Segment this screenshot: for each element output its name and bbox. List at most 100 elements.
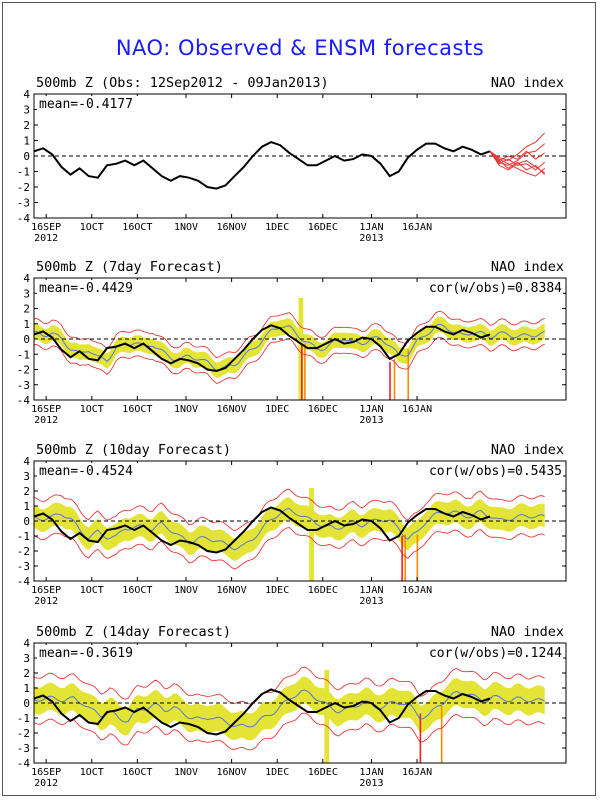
x-tick-label: 1OCT — [80, 404, 104, 415]
x-tick-label: 1JAN — [359, 585, 383, 596]
x-tick-label: 1JAN — [359, 404, 383, 415]
x-tick-label: 16JAN — [402, 767, 432, 778]
y-tick-label: -1 — [17, 166, 30, 179]
spike-bar — [309, 488, 314, 581]
x-tick-label: 1JAN — [359, 222, 383, 233]
x-tick-label: 16NOV — [217, 222, 247, 233]
x-tick-label: 1NOV — [174, 767, 198, 778]
correlation-label: cor(w/obs)=0.1244 — [429, 646, 562, 661]
x-tick-label: 16SEP — [31, 767, 61, 778]
y-tick-label: -2 — [17, 364, 30, 377]
panel-header-left: 500mb Z (14day Forecast) — [36, 624, 231, 640]
spike-bar — [324, 670, 330, 763]
y-tick-label: 2 — [23, 119, 30, 132]
y-tick-label: 2 — [23, 667, 30, 680]
x-tick-label: 16OCT — [122, 767, 152, 778]
x-tick-year-label: 2012 — [34, 596, 58, 607]
x-tick-label: 16SEP — [31, 404, 61, 415]
member-min-line — [33, 527, 545, 570]
forecast-member-line — [489, 132, 546, 162]
observed-nao-line — [33, 506, 491, 554]
spike-bar — [393, 358, 396, 400]
observed-nao-line — [33, 688, 491, 736]
mean-label-bg — [37, 645, 143, 660]
x-tick-year-label: 2013 — [359, 596, 383, 607]
forecast-member-line — [489, 150, 546, 177]
spike-bar — [419, 713, 422, 763]
y-tick-label: 4 — [23, 88, 30, 101]
forecast-member-line — [489, 150, 545, 162]
x-tick-label: 1NOV — [174, 404, 198, 415]
spread-band — [34, 676, 545, 741]
y-tick-label: -4 — [17, 394, 31, 407]
forecast-member-line — [489, 151, 545, 174]
y-tick-label: 0 — [23, 515, 30, 528]
x-tick-label: 16NOV — [217, 404, 247, 415]
y-tick-label: 3 — [23, 470, 30, 483]
mean-label: mean=-0.3619 — [39, 646, 133, 661]
y-tick-label: 1 — [23, 500, 30, 513]
panel-header-left: 500mb Z (10day Forecast) — [36, 442, 231, 458]
y-tick-label: 4 — [23, 637, 30, 650]
y-tick-label: 1 — [23, 318, 30, 331]
spike-bar — [298, 297, 304, 400]
x-tick-label: 1DEC — [265, 404, 289, 415]
y-tick-label: 1 — [23, 135, 30, 148]
y-tick-label: -2 — [17, 545, 30, 558]
mean-label-bg — [37, 280, 143, 295]
x-tick-label: 1OCT — [80, 767, 104, 778]
cor-label-bg — [418, 463, 563, 478]
spike-bar — [304, 343, 306, 400]
x-tick-label: 1DEC — [265, 767, 289, 778]
x-tick-label: 1OCT — [80, 222, 104, 233]
spike-bar — [404, 534, 406, 581]
x-tick-label: 16SEP — [31, 222, 61, 233]
mean-label: mean=-0.4177 — [39, 97, 133, 112]
observed-nao-line — [33, 141, 491, 190]
spike-bar — [440, 706, 443, 763]
panel-header-right: NAO index — [491, 75, 564, 91]
cor-label-bg — [418, 280, 563, 295]
mean-label-bg — [37, 463, 143, 478]
x-tick-year-label: 2012 — [34, 415, 58, 426]
mean-label: mean=-0.4429 — [39, 281, 133, 296]
y-tick-label: 0 — [23, 150, 30, 163]
y-tick-label: 1 — [23, 682, 30, 695]
cor-label-bg — [418, 645, 563, 660]
x-tick-year-label: 2013 — [359, 778, 383, 789]
y-tick-label: -4 — [17, 575, 31, 588]
y-tick-label: -1 — [17, 712, 30, 725]
x-tick-label: 16DEC — [308, 767, 338, 778]
y-tick-label: -2 — [17, 181, 30, 194]
y-tick-label: -3 — [17, 197, 30, 210]
x-tick-year-label: 2012 — [34, 233, 58, 244]
figure-title: NAO: Observed & ENSM forecasts — [115, 36, 485, 60]
forecast-member-line — [489, 151, 546, 171]
x-tick-label: 16DEC — [308, 585, 338, 596]
y-tick-label: 4 — [23, 272, 30, 285]
y-tick-label: 0 — [23, 333, 30, 346]
y-tick-label: -1 — [17, 348, 30, 361]
x-tick-year-label: 2013 — [359, 233, 383, 244]
observed-nao-line — [33, 324, 491, 373]
member-max-line — [34, 311, 545, 358]
member-min-line — [33, 712, 545, 751]
y-tick-label: -1 — [17, 530, 30, 543]
y-tick-label: 3 — [23, 287, 30, 300]
y-tick-label: -2 — [17, 727, 30, 740]
x-tick-label: 16OCT — [122, 585, 152, 596]
x-tick-label: 1DEC — [265, 585, 289, 596]
spike-bar — [301, 343, 303, 400]
x-tick-label: 1OCT — [80, 585, 104, 596]
x-tick-label: 16DEC — [308, 222, 338, 233]
spike-bar — [401, 536, 403, 581]
x-tick-label: 1NOV — [174, 585, 198, 596]
y-tick-label: -3 — [17, 742, 30, 755]
x-tick-label: 16DEC — [308, 404, 338, 415]
spike-bar — [389, 361, 391, 400]
member-max-line — [33, 488, 545, 532]
x-tick-label: 1NOV — [174, 222, 198, 233]
x-tick-year-label: 2012 — [34, 778, 58, 789]
